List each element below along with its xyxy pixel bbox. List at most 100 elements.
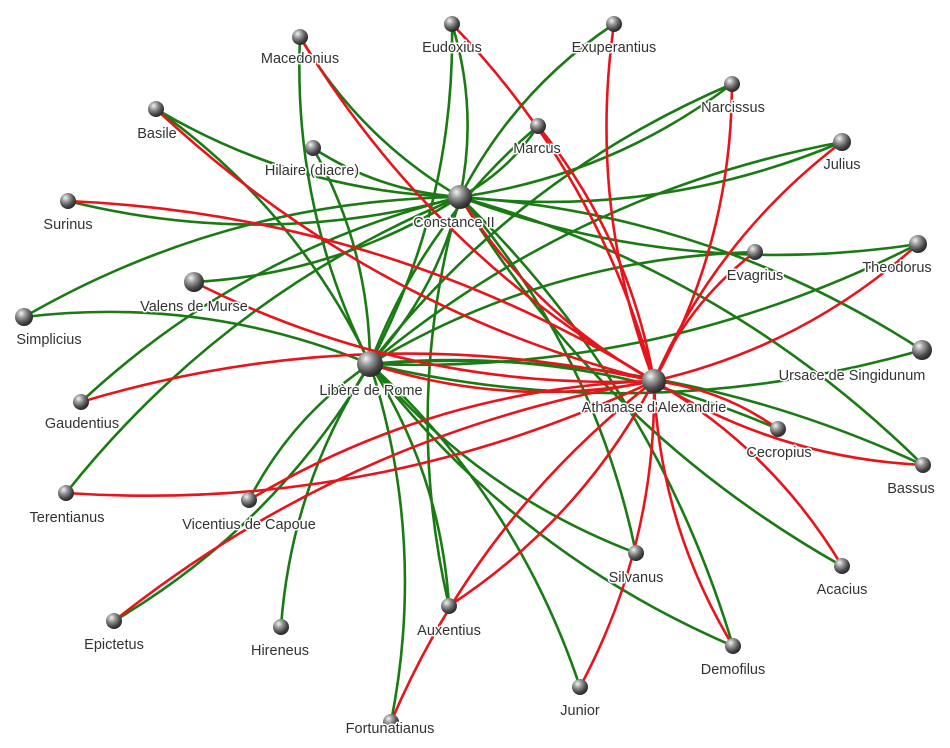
node-fortunatianus[interactable] xyxy=(383,714,399,730)
node-label-theodorus: Theodorus xyxy=(862,260,931,276)
node-theodorus[interactable] xyxy=(909,235,927,253)
edge-libere-hilaire xyxy=(311,147,372,365)
edge-libere-eudoxius xyxy=(368,23,454,365)
edge-athanase-demofilus xyxy=(652,380,735,647)
edge-constance-theodorus xyxy=(459,195,919,257)
edge-constance-gaudentius xyxy=(80,195,461,403)
node-cecropius[interactable] xyxy=(770,421,786,437)
edge-libere-fortunatianus xyxy=(368,363,407,723)
edge-libere-simplicius xyxy=(23,310,371,366)
node-label-terentianus: Terentianus xyxy=(30,510,105,526)
node-label-surinus: Surinus xyxy=(43,217,92,233)
node-label-constance: Constance II xyxy=(413,215,494,231)
edge-libere-basile xyxy=(155,107,372,365)
edge-constance-silvanus xyxy=(459,196,638,554)
node-valens[interactable] xyxy=(184,272,204,292)
node-label-epictetus: Epictetus xyxy=(84,637,144,653)
edge-constance-hilaire xyxy=(312,146,461,199)
edge-athanase-marcus xyxy=(536,125,656,382)
node-label-acacius: Acacius xyxy=(817,582,868,598)
node-label-hilaire: Hilaire (diacre) xyxy=(265,163,359,179)
node-hilaire[interactable] xyxy=(305,140,321,156)
edge-libere-julius xyxy=(369,140,843,365)
edge-athanase-acacius xyxy=(653,379,844,567)
edge-athanase-junior xyxy=(578,380,656,688)
node-label-eudoxius: Eudoxius xyxy=(422,40,482,56)
edge-constance-exuperantius xyxy=(458,22,615,198)
edge-libere-silvanus xyxy=(369,363,637,555)
node-athanase[interactable] xyxy=(642,369,666,393)
edge-athanase-eudoxius xyxy=(451,23,656,382)
node-label-valens: Valens de Murse xyxy=(140,299,248,315)
node-label-exuperantius: Exuperantius xyxy=(572,40,657,56)
edge-libere-macedonius xyxy=(298,36,372,365)
node-gaudentius[interactable] xyxy=(73,394,89,410)
node-auxentius[interactable] xyxy=(441,598,457,614)
edge-libere-vicentius xyxy=(247,362,371,501)
edge-athanase-auxentius xyxy=(448,380,656,608)
edge-libere-marcus xyxy=(368,125,539,365)
edge-constance-auxentius xyxy=(426,196,462,607)
edge-athanase-basile xyxy=(155,108,655,383)
node-label-athanase: Athanase d'Alexandrie xyxy=(582,400,727,416)
edge-athanase-fortunatianus xyxy=(389,379,655,723)
node-label-narcissus: Narcissus xyxy=(701,100,765,116)
edge-libere-auxentius xyxy=(368,363,451,607)
node-julius[interactable] xyxy=(833,133,851,151)
edge-athanase-evagrius xyxy=(652,250,756,382)
node-terentianus[interactable] xyxy=(58,485,74,501)
node-junior[interactable] xyxy=(572,679,588,695)
edge-libere-hireneus xyxy=(279,363,372,628)
node-eudoxius[interactable] xyxy=(444,16,460,32)
edge-athanase-valens xyxy=(193,280,655,384)
edge-libere-narcissus xyxy=(368,82,733,365)
node-epictetus[interactable] xyxy=(106,613,122,629)
node-label-gaudentius: Gaudentius xyxy=(45,416,119,432)
node-silvanus[interactable] xyxy=(628,545,644,561)
node-label-vicentius: Vicentius de Capoue xyxy=(182,517,316,533)
node-label-auxentius: Auxentius xyxy=(417,623,481,639)
label-layer: Constance II Libère de Rome Athanase d'Ale… xyxy=(15,39,936,739)
node-label-evagrius: Evagrius xyxy=(727,268,783,284)
edge-constance-terentianus xyxy=(64,195,461,494)
node-label-libere: Libère de Rome xyxy=(319,383,422,399)
edge-athanase-terentianus xyxy=(65,379,655,498)
edge-libere-junior xyxy=(369,363,582,688)
node-hireneus[interactable] xyxy=(273,619,289,635)
node-exuperantius[interactable] xyxy=(606,16,622,32)
node-macedonius[interactable] xyxy=(292,29,308,45)
node-constance[interactable] xyxy=(448,185,472,209)
node-libere[interactable] xyxy=(357,351,383,377)
node-demofilus[interactable] xyxy=(725,638,741,654)
node-label-ursace: Ursace de Singidunum xyxy=(779,368,926,384)
node-bassus[interactable] xyxy=(915,457,931,473)
edge-athanase-vicentius xyxy=(248,379,655,502)
node-label-silvanus: Silvanus xyxy=(609,570,664,586)
node-surinus[interactable] xyxy=(60,193,76,209)
node-evagrius[interactable] xyxy=(747,244,763,260)
node-ursace[interactable] xyxy=(912,340,932,360)
node-label-fortunatianus: Fortunatianus xyxy=(346,721,435,737)
node-vicentius[interactable] xyxy=(241,492,257,508)
node-marcus[interactable] xyxy=(530,118,546,134)
edge-constance-bassus xyxy=(459,195,924,466)
node-acacius[interactable] xyxy=(834,558,850,574)
node-label-simplicius: Simplicius xyxy=(16,332,81,348)
node-label-cecropius: Cecropius xyxy=(746,445,811,461)
node-basile[interactable] xyxy=(148,101,164,117)
node-label-marcus: Marcus xyxy=(513,141,561,157)
edge-athanase-theodorus xyxy=(653,243,919,383)
edge-athanase-epictetus xyxy=(113,379,655,623)
edge-athanase-surinus xyxy=(67,199,655,383)
node-label-junior: Junior xyxy=(560,703,600,719)
node-label-bassus: Bassus xyxy=(887,481,935,497)
edge-athanase-macedonius xyxy=(298,36,655,383)
node-simplicius[interactable] xyxy=(15,308,33,326)
edge-athanase-cecropius xyxy=(653,379,779,431)
node-layer xyxy=(15,16,932,730)
node-label-julius: Julius xyxy=(823,157,860,173)
edge-athanase-exuperantius xyxy=(605,23,656,382)
node-label-demofilus: Demofilus xyxy=(701,662,765,678)
node-narcissus[interactable] xyxy=(724,76,740,92)
